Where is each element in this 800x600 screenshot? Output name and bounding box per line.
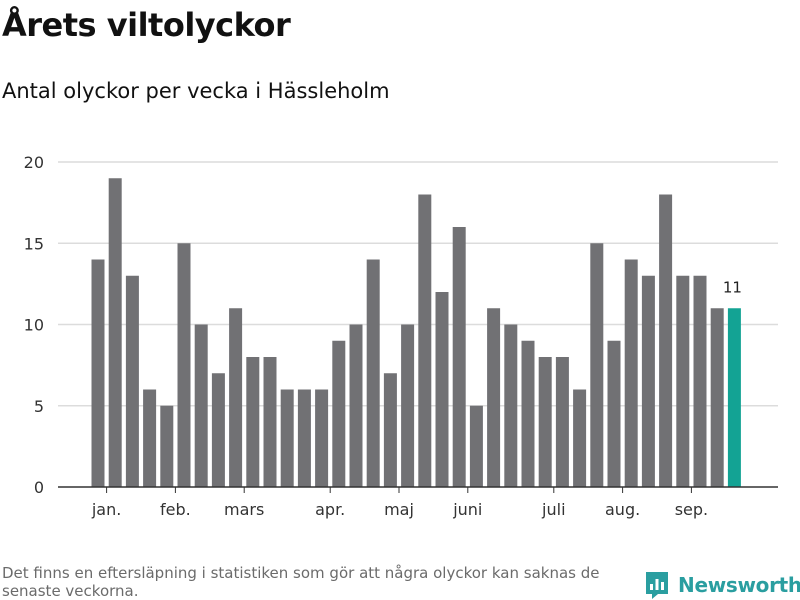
data-label: 11 [723, 278, 742, 296]
bar [383, 373, 397, 487]
bar [211, 373, 225, 487]
bar [504, 324, 518, 487]
bar [624, 259, 638, 487]
bar [177, 243, 191, 487]
x-tick-label: aug. [605, 500, 640, 519]
y-tick-label: 20 [24, 153, 44, 172]
x-tick-label: juni [452, 500, 482, 519]
bar [332, 340, 346, 487]
x-tick-label: feb. [160, 500, 191, 519]
x-tick-label: maj [384, 500, 414, 519]
bar [108, 178, 122, 487]
bar [366, 259, 380, 487]
bar [349, 324, 363, 487]
bar [521, 340, 535, 487]
x-tick-label: jan. [91, 500, 121, 519]
x-tick-label: sep. [675, 500, 708, 519]
bar [125, 275, 139, 487]
y-tick-label: 15 [24, 234, 44, 253]
bar-highlight [727, 308, 741, 487]
bar [607, 340, 621, 487]
bar [280, 389, 294, 487]
bar [143, 389, 157, 487]
x-tick-label: apr. [315, 500, 345, 519]
bar [246, 357, 260, 487]
bar [590, 243, 604, 487]
y-tick-label: 0 [34, 478, 44, 497]
bar [573, 389, 587, 487]
bar [538, 357, 552, 487]
footnote: Det finns en eftersläpning i statistiken… [2, 564, 600, 600]
y-tick-label: 5 [34, 397, 44, 416]
bar [401, 324, 415, 487]
bar [315, 389, 329, 487]
bar [710, 308, 724, 487]
y-tick-label: 10 [24, 316, 44, 335]
bar [91, 259, 105, 487]
brand-name: Newsworthy [678, 573, 800, 597]
bar [676, 275, 690, 487]
bar [555, 357, 569, 487]
bar [487, 308, 501, 487]
bar [418, 194, 432, 487]
x-tick-label: mars [224, 500, 264, 519]
chart-title: Årets viltolyckor [2, 6, 291, 44]
bar [469, 405, 483, 487]
bar [263, 357, 277, 487]
bar [693, 275, 707, 487]
bar [641, 275, 655, 487]
bar [297, 389, 311, 487]
brand: Newsworthy [644, 569, 800, 600]
bar [160, 405, 174, 487]
bar [435, 292, 449, 487]
bar [452, 227, 466, 487]
bar [659, 194, 673, 487]
chart-subtitle: Antal olyckor per vecka i Hässleholm [2, 79, 390, 103]
x-tick-label: juli [541, 500, 565, 519]
newsworthy-logo-icon [646, 572, 668, 599]
bar [194, 324, 208, 487]
bar [229, 308, 243, 487]
